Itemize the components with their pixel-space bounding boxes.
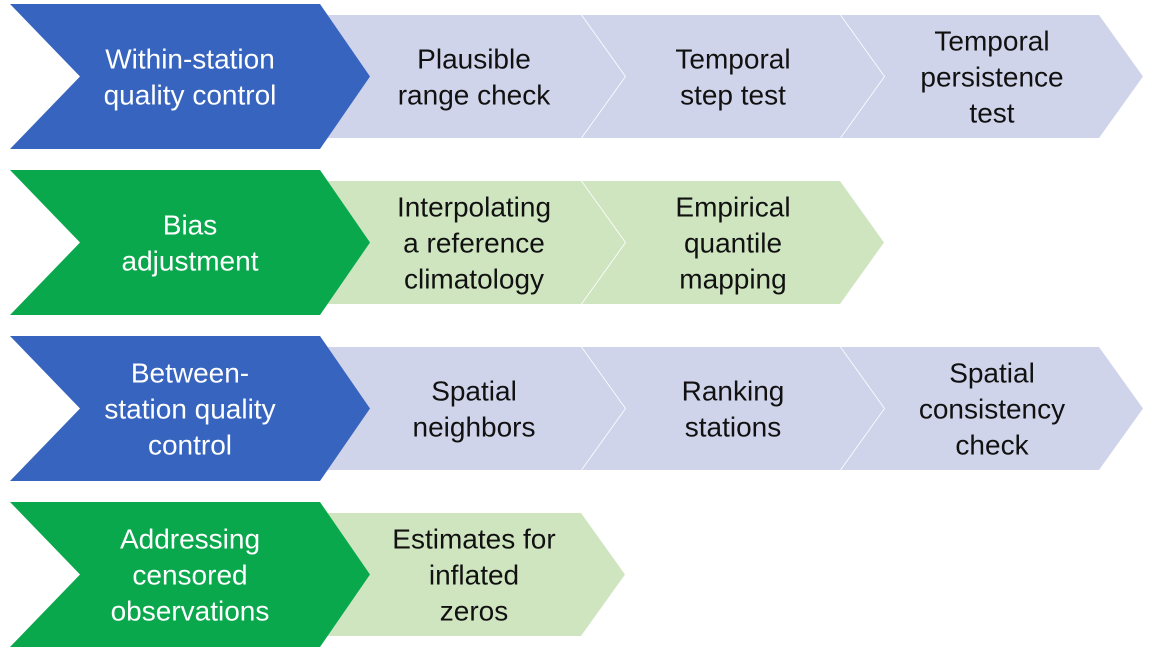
stage-header-chevron bbox=[10, 170, 370, 315]
step-label-line: Interpolating bbox=[397, 192, 551, 223]
stage-header-chevron bbox=[10, 4, 370, 149]
step-chevron bbox=[323, 181, 625, 304]
stage-header-label-line: adjustment bbox=[122, 246, 259, 277]
step-label: Temporal persistence test bbox=[920, 26, 1063, 129]
step-label-line: Empirical bbox=[675, 192, 790, 223]
step-chevron bbox=[323, 347, 625, 470]
step-label-line: zeros bbox=[440, 596, 508, 627]
step-label-line: Estimates for bbox=[392, 524, 555, 555]
stage-header-label-line: Addressing bbox=[120, 524, 260, 555]
step-label-line: test bbox=[969, 98, 1014, 129]
stage-header-label-line: observations bbox=[111, 596, 270, 627]
step-chevron bbox=[841, 15, 1143, 138]
step-label: Spatial consistency check bbox=[919, 358, 1065, 461]
step-label-line: Temporal bbox=[934, 26, 1049, 57]
step-chevron bbox=[841, 347, 1143, 470]
step-label-line: step test bbox=[680, 80, 786, 111]
step-label-line: quantile bbox=[684, 228, 782, 259]
stage-header-label-line: censored bbox=[132, 560, 247, 591]
step-chevron bbox=[582, 15, 884, 138]
step-label-line: Spatial bbox=[431, 376, 517, 407]
step-chevron bbox=[323, 513, 625, 636]
step-label-line: consistency bbox=[919, 394, 1065, 425]
step-label-line: Spatial bbox=[949, 358, 1035, 389]
stage-header-label: Between-station quality control bbox=[104, 358, 275, 461]
stage-header-label-line: Between- bbox=[131, 358, 249, 389]
process-row-1 bbox=[10, 4, 1143, 149]
step-label-line: range check bbox=[398, 80, 552, 111]
step-label-line: Ranking bbox=[682, 376, 785, 407]
step-label: Interpolating a reference climatology bbox=[397, 192, 551, 295]
step-label-line: climatology bbox=[404, 264, 544, 295]
step-label: Empirical quantile mapping bbox=[675, 192, 790, 295]
step-label: Ranking stations bbox=[682, 376, 785, 443]
stage-header-label-line: quality control bbox=[104, 80, 277, 111]
step-label-line: Plausible bbox=[417, 44, 531, 75]
process-row-3 bbox=[10, 336, 1143, 481]
process-row-4 bbox=[10, 502, 625, 647]
stage-header-label-line: station quality bbox=[104, 394, 275, 425]
step-label-line: mapping bbox=[679, 264, 786, 295]
step-label-line: inflated bbox=[429, 560, 519, 591]
step-chevron bbox=[582, 181, 884, 304]
step-label-line: stations bbox=[685, 412, 782, 443]
stage-header-chevron bbox=[10, 502, 370, 647]
step-label-line: persistence bbox=[920, 62, 1063, 93]
stage-header-label: Bias adjustment bbox=[122, 210, 259, 277]
stage-header-label: Addressing censored observations bbox=[111, 524, 270, 627]
step-label: Temporal step test bbox=[675, 44, 790, 111]
stage-header-label-line: Bias bbox=[163, 210, 217, 241]
step-chevron bbox=[323, 15, 625, 138]
step-chevron bbox=[582, 347, 884, 470]
stage-header-label-line: Within-station bbox=[105, 44, 275, 75]
step-label: Spatial neighbors bbox=[413, 376, 536, 443]
step-label: Plausible range check bbox=[398, 44, 552, 111]
step-label-line: Temporal bbox=[675, 44, 790, 75]
step-label-line: a reference bbox=[403, 228, 545, 259]
step-label-line: neighbors bbox=[413, 412, 536, 443]
process-row-2 bbox=[10, 170, 884, 315]
stage-header-chevron bbox=[10, 336, 370, 481]
stage-header-label-line: control bbox=[148, 430, 232, 461]
step-label: Estimates for inflated zeros bbox=[392, 524, 555, 627]
stage-header-label: Within-station quality control bbox=[104, 44, 277, 111]
step-label-line: check bbox=[955, 430, 1029, 461]
